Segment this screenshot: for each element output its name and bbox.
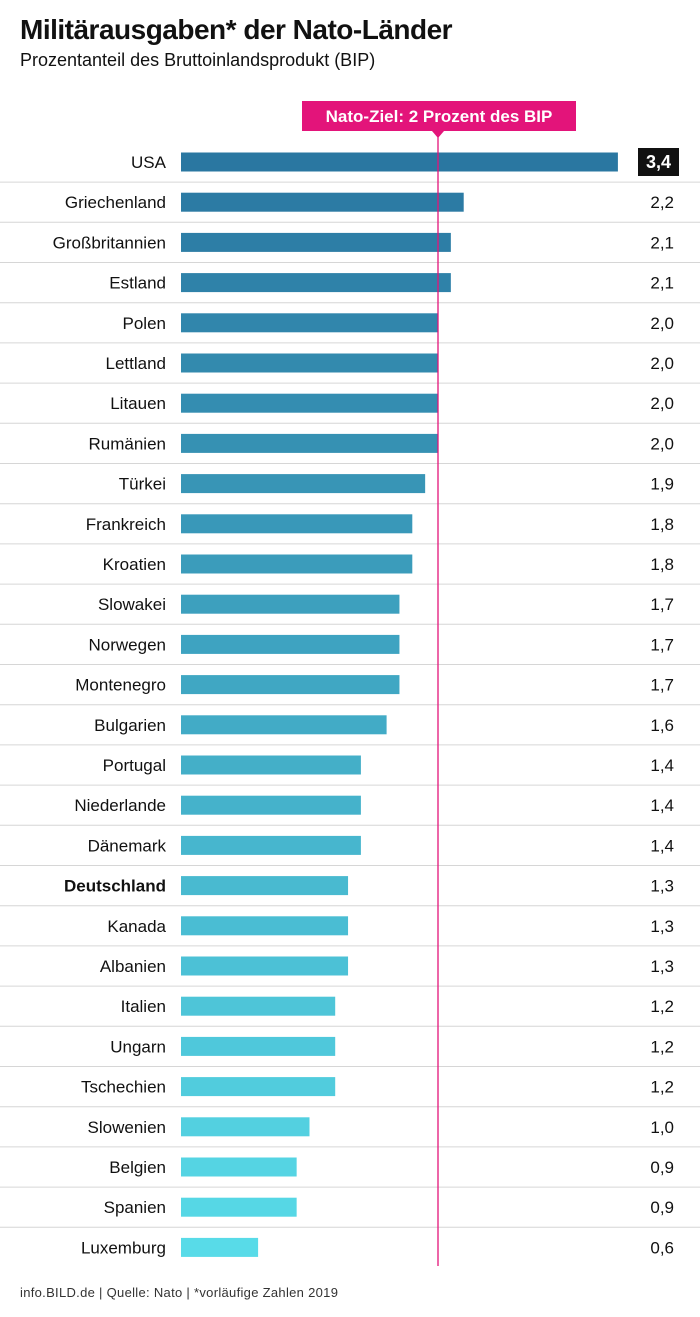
bar-kroatien — [181, 554, 413, 574]
value-label: 1,0 — [650, 1118, 674, 1137]
category-label: Rumänien — [89, 434, 167, 453]
category-label: Kroatien — [103, 555, 166, 574]
value-label: 1,3 — [650, 957, 674, 976]
category-label: Portugal — [103, 756, 166, 775]
source-note: info.BILD.de | Quelle: Nato | *vorläufig… — [20, 1285, 339, 1300]
category-label: Belgien — [109, 1158, 166, 1177]
bar-türkei — [181, 474, 426, 494]
category-label: Bulgarien — [94, 716, 166, 735]
bar-griechenland — [181, 192, 464, 212]
bar-slowakei — [181, 594, 400, 614]
bar-belgien — [181, 1157, 297, 1177]
bar-tschechien — [181, 1077, 336, 1097]
value-label: 2,1 — [650, 274, 674, 293]
bar-litauen — [181, 393, 438, 413]
category-label: Slowenien — [88, 1118, 166, 1137]
value-label: 1,7 — [650, 635, 674, 654]
category-label: Albanien — [100, 957, 166, 976]
value-label: 0,9 — [650, 1158, 674, 1177]
bar-lettland — [181, 353, 438, 373]
bar-frankreich — [181, 514, 413, 534]
category-label: Ungarn — [110, 1037, 166, 1056]
bar-italien — [181, 996, 336, 1016]
category-label: Estland — [109, 274, 166, 293]
bar-kanada — [181, 916, 349, 936]
category-label: USA — [131, 153, 167, 172]
bar-albanien — [181, 956, 349, 976]
value-label: 1,2 — [650, 1037, 674, 1056]
category-label: Montenegro — [75, 676, 166, 695]
value-label: 0,6 — [650, 1238, 674, 1257]
value-label: 1,4 — [650, 796, 674, 815]
value-label: 1,8 — [650, 515, 674, 534]
category-label: Tschechien — [81, 1078, 166, 1097]
value-label: 2,0 — [650, 354, 674, 373]
bar-chart: USA 3,4 Griechenland 2,2 Großbritannien 2,1 Es… — [0, 101, 700, 1266]
bar-rumänien — [181, 433, 438, 453]
nato-target-label-box — [302, 101, 576, 131]
category-label: Frankreich — [86, 515, 166, 534]
nato-target-pointer — [432, 131, 444, 138]
bar-estland — [181, 273, 451, 293]
value-label: 0,9 — [650, 1198, 674, 1217]
value-label: 1,3 — [650, 877, 674, 896]
category-label: Lettland — [106, 354, 167, 373]
chart-subtitle: Prozentanteil des Bruttoinlandsprodukt (… — [20, 50, 376, 70]
bar-spanien — [181, 1197, 297, 1217]
bar-großbritannien — [181, 232, 451, 252]
category-label: Niederlande — [74, 796, 166, 815]
value-label: 1,2 — [650, 1078, 674, 1097]
value-label: 1,4 — [650, 756, 674, 775]
bar-norwegen — [181, 634, 400, 654]
value-label: 1,2 — [650, 997, 674, 1016]
value-label: 1,7 — [650, 595, 674, 614]
category-label: Türkei — [119, 475, 166, 494]
category-label: Spanien — [104, 1198, 166, 1217]
value-label: 1,7 — [650, 676, 674, 695]
category-label: Italien — [121, 997, 166, 1016]
bar-niederlande — [181, 795, 361, 815]
bar-polen — [181, 313, 438, 333]
value-label: 2,2 — [650, 193, 674, 212]
category-label: Litauen — [110, 394, 166, 413]
bar-portugal — [181, 755, 361, 775]
value-highlight-box — [638, 148, 679, 176]
nato-target-label: Nato-Ziel: 2 Prozent des BIP — [326, 107, 553, 126]
value-label: 2,0 — [650, 434, 674, 453]
value-label: 1,6 — [650, 716, 674, 735]
bar-bulgarien — [181, 715, 387, 735]
chart-title: Militärausgaben* der Nato-Länder — [20, 14, 453, 45]
value-label: 1,9 — [650, 475, 674, 494]
category-label: Norwegen — [89, 635, 167, 654]
category-label: Dänemark — [88, 836, 167, 855]
category-label: Deutschland — [64, 877, 166, 896]
category-label: Kanada — [107, 917, 166, 936]
bar-usa — [181, 152, 618, 172]
category-label: Großbritannien — [53, 233, 166, 252]
value-label: 2,0 — [650, 314, 674, 333]
value-label: 1,3 — [650, 917, 674, 936]
value-label: 2,1 — [650, 233, 674, 252]
category-label: Griechenland — [65, 193, 166, 212]
category-label: Luxemburg — [81, 1238, 166, 1257]
category-label: Slowakei — [98, 595, 166, 614]
bar-deutschland — [181, 876, 349, 896]
category-label: Polen — [123, 314, 166, 333]
value-label: 1,4 — [650, 836, 674, 855]
value-label: 3,4 — [646, 152, 671, 172]
value-label: 2,0 — [650, 394, 674, 413]
value-label: 1,8 — [650, 555, 674, 574]
bar-dänemark — [181, 835, 361, 855]
bar-montenegro — [181, 675, 400, 695]
bar-luxemburg — [181, 1237, 259, 1257]
bar-slowenien — [181, 1117, 310, 1137]
bar-ungarn — [181, 1036, 336, 1056]
